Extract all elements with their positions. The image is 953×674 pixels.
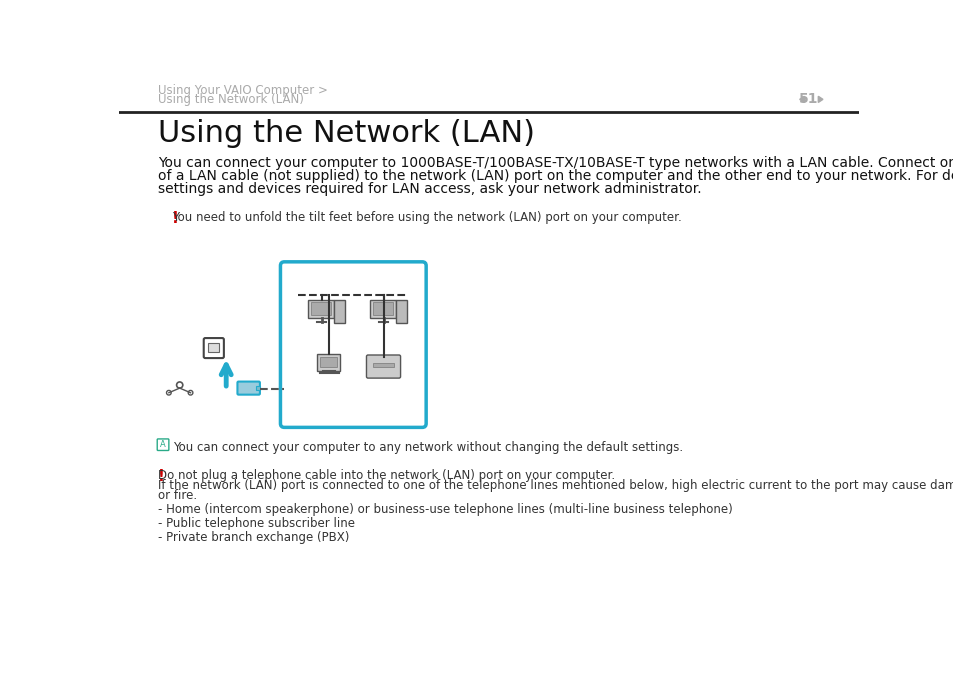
FancyBboxPatch shape bbox=[395, 299, 406, 323]
Polygon shape bbox=[818, 96, 822, 102]
Text: !: ! bbox=[158, 469, 165, 484]
FancyBboxPatch shape bbox=[311, 302, 331, 315]
Polygon shape bbox=[799, 96, 803, 102]
Text: A: A bbox=[160, 440, 166, 449]
Text: - Home (intercom speakerphone) or business-use telephone lines (multi-line busin: - Home (intercom speakerphone) or busine… bbox=[158, 503, 732, 516]
Text: - Private branch exchange (PBX): - Private branch exchange (PBX) bbox=[158, 530, 349, 543]
FancyBboxPatch shape bbox=[208, 342, 219, 352]
FancyBboxPatch shape bbox=[316, 355, 340, 371]
Text: If the network (LAN) port is connected to one of the telephone lines mentioned b: If the network (LAN) port is connected t… bbox=[158, 479, 953, 492]
Text: Using the Network (LAN): Using the Network (LAN) bbox=[158, 93, 304, 106]
Text: You need to unfold the tilt feet before using the network (LAN) port on your com: You need to unfold the tilt feet before … bbox=[172, 211, 681, 224]
Text: - Public telephone subscriber line: - Public telephone subscriber line bbox=[158, 517, 355, 530]
FancyBboxPatch shape bbox=[334, 299, 344, 323]
FancyBboxPatch shape bbox=[373, 363, 394, 367]
Text: !: ! bbox=[172, 211, 178, 226]
FancyBboxPatch shape bbox=[366, 355, 400, 378]
Text: Do not plug a telephone cable into the network (LAN) port on your computer.: Do not plug a telephone cable into the n… bbox=[158, 469, 615, 482]
Text: of a LAN cable (not supplied) to the network (LAN) port on the computer and the : of a LAN cable (not supplied) to the net… bbox=[158, 169, 953, 183]
FancyBboxPatch shape bbox=[369, 299, 395, 318]
Text: Using Your VAIO Computer >: Using Your VAIO Computer > bbox=[158, 84, 328, 97]
FancyBboxPatch shape bbox=[204, 338, 224, 358]
FancyBboxPatch shape bbox=[373, 302, 393, 315]
FancyBboxPatch shape bbox=[307, 299, 334, 318]
Text: You can connect your computer to 1000BASE-T/100BASE-TX/10BASE-T type networks wi: You can connect your computer to 1000BAS… bbox=[158, 156, 953, 170]
FancyBboxPatch shape bbox=[237, 381, 259, 395]
FancyBboxPatch shape bbox=[157, 439, 169, 450]
Text: 51: 51 bbox=[799, 92, 818, 106]
FancyBboxPatch shape bbox=[255, 386, 260, 390]
FancyBboxPatch shape bbox=[280, 262, 426, 427]
Text: Using the Network (LAN): Using the Network (LAN) bbox=[158, 119, 535, 148]
Text: or fire.: or fire. bbox=[158, 489, 197, 502]
Text: settings and devices required for LAN access, ask your network administrator.: settings and devices required for LAN ac… bbox=[158, 182, 700, 196]
FancyBboxPatch shape bbox=[319, 357, 336, 367]
Text: You can connect your computer to any network without changing the default settin: You can connect your computer to any net… bbox=[173, 441, 683, 454]
